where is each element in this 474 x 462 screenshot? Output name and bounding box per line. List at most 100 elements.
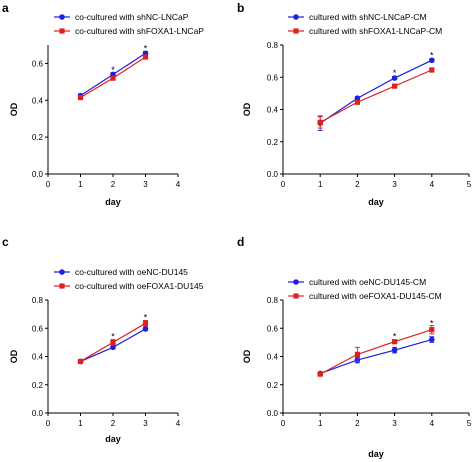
data-point <box>317 119 323 125</box>
panel-a-letter: a <box>2 1 9 15</box>
y-tick-label: 0.6 <box>32 59 44 68</box>
x-tick-label: 0 <box>281 180 286 189</box>
legend-marker <box>59 28 65 34</box>
y-axis-label: OD <box>242 349 252 363</box>
x-axis-label: day <box>105 434 121 444</box>
y-tick-label: 0.4 <box>32 353 44 362</box>
x-tick-label: 2 <box>355 419 360 428</box>
data-point <box>110 339 116 345</box>
data-point <box>142 320 149 326</box>
significance-star: * <box>111 65 115 75</box>
y-tick-label: 0.8 <box>267 296 279 305</box>
legend-label: co-cultured with oeNC-DU145 <box>75 267 188 277</box>
y-tick-label: 0.2 <box>267 381 279 390</box>
data-point <box>429 336 435 343</box>
x-tick-label: 0 <box>46 419 51 428</box>
series-line <box>319 338 432 375</box>
panel-d-letter: d <box>237 235 244 249</box>
data-point <box>142 326 149 332</box>
significance-star: * <box>430 319 434 329</box>
data-point <box>110 344 116 351</box>
y-tick-label: 0.4 <box>267 106 279 115</box>
legend-label: co-cultured with oeFOXA1-DU145 <box>75 281 204 291</box>
data-point <box>77 358 84 365</box>
y-tick-label: 0.0 <box>267 170 279 179</box>
x-tick-label: 4 <box>176 180 181 189</box>
data-point <box>392 83 398 89</box>
data-point <box>391 75 398 81</box>
legend-marker <box>293 14 299 20</box>
x-tick-label: 4 <box>430 419 435 428</box>
x-tick-label: 3 <box>143 419 148 428</box>
panel-b: b 0 1 2 3 4 5 0.0 0.2 0.4 0.6 0.8 day OD cultured wit… <box>237 1 472 207</box>
data-point <box>392 339 398 345</box>
x-tick-label: 1 <box>78 180 83 189</box>
x-tick-label: 2 <box>111 419 116 428</box>
x-tick-label: 0 <box>281 419 286 428</box>
y-tick-label: 0.4 <box>32 96 44 105</box>
y-tick-label: 0.0 <box>267 409 279 418</box>
data-point <box>429 67 435 73</box>
x-tick-label: 1 <box>78 419 83 428</box>
legend-label: cultured with oeFOXA1-DU145-CM <box>309 291 442 301</box>
y-tick-label: 0.8 <box>32 296 44 305</box>
y-tick-label: 0.2 <box>32 381 44 390</box>
y-tick-label: 0.6 <box>32 324 44 333</box>
y-axis-label: OD <box>9 349 19 363</box>
x-tick-label: 0 <box>46 180 51 189</box>
data-point <box>354 95 361 102</box>
data-point <box>429 327 435 333</box>
y-tick-label: 0.8 <box>267 41 279 50</box>
x-tick-label: 4 <box>430 180 435 189</box>
data-point <box>142 54 149 60</box>
x-axis-label: day <box>368 197 384 207</box>
data-point <box>391 347 398 353</box>
panel-c-letter: c <box>2 235 9 249</box>
y-tick-label: 0.4 <box>267 353 279 362</box>
y-tick-label: 0.6 <box>267 324 279 333</box>
data-point <box>77 94 84 101</box>
series-line <box>319 69 433 123</box>
panel-d: d 0 1 2 3 4 5 0.0 0.2 0.4 0.6 0.8 day OD cultured wit… <box>237 235 472 459</box>
legend-marker <box>59 269 65 275</box>
legend-label: cultured with shNC-LNCaP-CM <box>309 12 427 22</box>
panel-c: c 0 1 2 3 4 0.0 0.2 0.4 0.6 0.8 day OD co-cultured w… <box>2 235 204 444</box>
y-tick-label: 0.6 <box>267 73 279 82</box>
significance-star: * <box>144 44 148 54</box>
data-point <box>110 75 116 81</box>
y-axis-label: OD <box>242 102 252 116</box>
legend-marker <box>293 293 299 299</box>
x-tick-label: 1 <box>318 419 323 428</box>
y-axis-label: OD <box>9 102 19 116</box>
legend-marker <box>59 283 65 289</box>
data-point <box>429 57 435 64</box>
y-tick-label: 0.2 <box>32 133 44 142</box>
data-point <box>354 351 360 357</box>
significance-star: * <box>111 331 115 341</box>
legend-label: co-cultured with shFOXA1-LNCaP <box>75 26 204 36</box>
x-axis-label: day <box>105 197 121 207</box>
legend-marker <box>293 279 299 285</box>
legend-label: cultured with shFOXA1-LNCaP-CM <box>309 26 442 36</box>
x-tick-label: 2 <box>111 180 116 189</box>
legend-label: cultured with oeNC-DU145-CM <box>309 277 426 287</box>
y-tick-label: 0.2 <box>267 138 279 147</box>
legend-marker <box>59 14 65 20</box>
data-point <box>354 99 360 105</box>
y-tick-label: 0.0 <box>32 170 44 179</box>
x-tick-label: 1 <box>318 180 323 189</box>
significance-star: * <box>430 50 434 60</box>
legend-marker <box>293 28 299 34</box>
significance-star: * <box>144 312 148 322</box>
x-tick-label: 3 <box>392 180 397 189</box>
significance-star: * <box>393 331 397 341</box>
x-tick-label: 3 <box>143 180 148 189</box>
x-tick-label: 3 <box>392 419 397 428</box>
legend-label: co-cultured with shNC-LNCaP <box>75 12 189 22</box>
series-line <box>319 329 432 375</box>
panel-b-letter: b <box>237 1 244 15</box>
x-axis-label: day <box>368 449 384 459</box>
x-tick-label: 2 <box>355 180 360 189</box>
data-point <box>317 371 323 377</box>
